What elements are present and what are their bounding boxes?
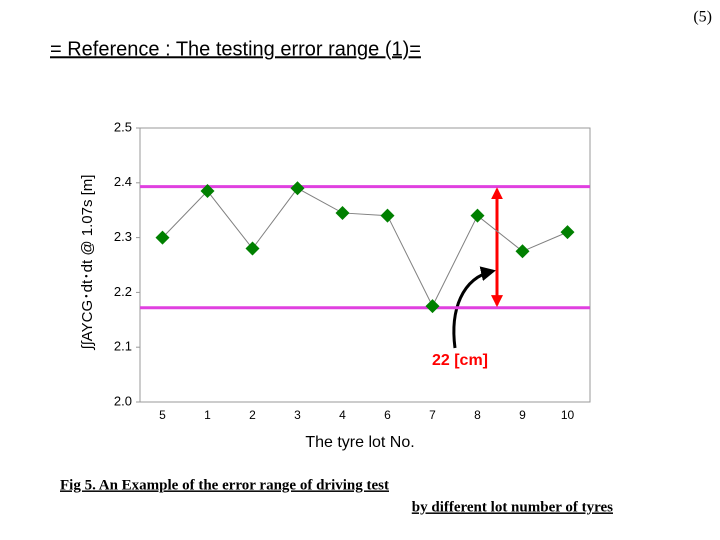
series-line: [162, 187, 568, 308]
plot-frame: [139, 127, 591, 403]
y-tick-label: 2.4: [114, 174, 132, 189]
data-point: [245, 241, 260, 256]
data-point: [290, 181, 305, 196]
data-point: [425, 299, 440, 314]
x-tick-label: 4: [339, 408, 346, 422]
data-point: [335, 205, 350, 220]
annotation: 22 [cm]: [432, 352, 488, 369]
y-tick-label: 2.2: [114, 284, 132, 299]
x-axis-label: The tyre lot No.: [305, 434, 414, 451]
x-tick-label: 1: [204, 408, 211, 422]
x-tick-label: 8: [474, 408, 481, 422]
x-tick-label: 5: [159, 408, 166, 422]
y-tick-label: 2.1: [114, 339, 132, 354]
page-number: (5): [693, 9, 712, 26]
slide-title: = Reference : The testing error range (1…: [50, 38, 421, 60]
x-tick-label: 9: [519, 408, 526, 422]
x-tick-label: 10: [561, 408, 575, 422]
data-point: [155, 230, 170, 245]
y-tick-label: 2.3: [114, 229, 132, 244]
data-point: [380, 208, 395, 223]
y-axis-label: ∫∫AYCG･dt･dt @ 1.07s [m]: [79, 175, 96, 351]
caption: Fig 5. An Example of the error range of …: [60, 477, 389, 493]
caption: by different lot number of tyres: [412, 499, 613, 515]
data-point: [200, 184, 215, 199]
y-tick-label: 2.5: [114, 119, 132, 134]
data-point: [515, 244, 530, 259]
data-point: [560, 225, 575, 240]
x-tick-label: 3: [294, 408, 301, 422]
x-tick-label: 6: [384, 408, 391, 422]
x-tick-label: 7: [429, 408, 436, 422]
x-tick-label: 2: [249, 408, 256, 422]
annotation-arrow: [452, 266, 496, 349]
data-point: [470, 208, 485, 223]
y-tick-label: 2.0: [114, 393, 132, 408]
